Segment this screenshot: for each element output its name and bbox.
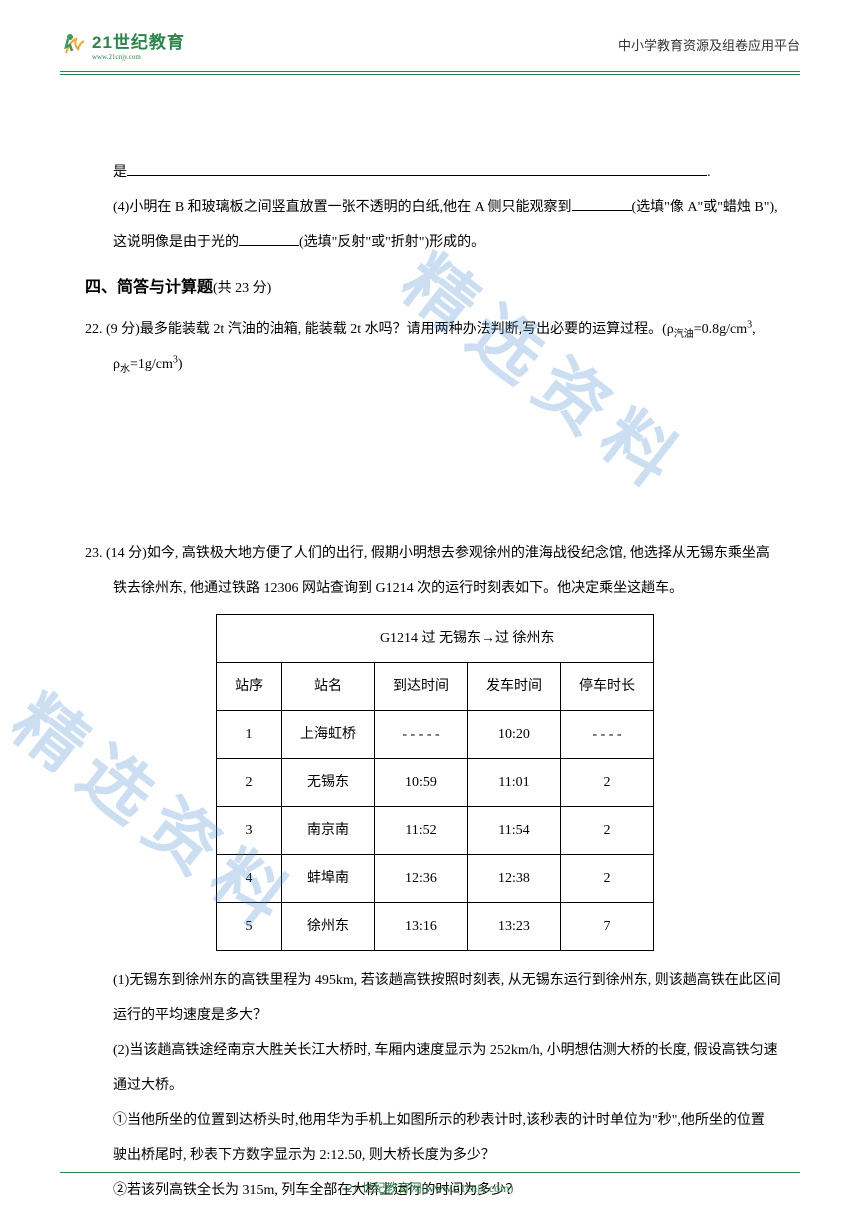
col-1: 站名	[282, 663, 375, 711]
q23-part1b: 运行的平均速度是多大？	[85, 998, 785, 1033]
q22-pts: (9 分)	[106, 322, 140, 337]
cell: 10:20	[468, 711, 561, 759]
footer-divider	[60, 1172, 800, 1173]
line-q4a: (4)小明在 B 和玻璃板之间竖直放置一张不透明的白纸,他在 A 侧只能观察到 (…	[85, 190, 785, 225]
q23-part2-1: ①当他所坐的位置到达桥头时,他用华为手机上如图所示的秒表计时,该秒表的计时单位为…	[85, 1103, 785, 1138]
timetable: G1214 过 无锡东→过 徐州东 站序 站名 到达时间 发车时间 停车时长 1…	[216, 614, 654, 951]
cell: 无锡东	[282, 759, 375, 807]
table-title-row: G1214 过 无锡东→过 徐州东	[217, 615, 654, 663]
blank-long-1	[127, 162, 707, 176]
blank-med-1	[572, 197, 632, 211]
q23-part2-text: (2)当该趟高铁途经南京大胜关长江大桥时, 车厢内速度显示为 252km/h, …	[113, 1043, 778, 1058]
col-4: 停车时长	[561, 663, 654, 711]
q23-part1-text: (1)无锡东到徐州东的高铁里程为 495km, 若该趟高铁按照时刻表, 从无锡东…	[113, 973, 781, 988]
q23-text1: 如今, 高铁极大地方便了人们的出行, 假期小明想去参观徐州的淮海战役纪念馆, 他…	[147, 546, 770, 561]
cell: 4	[217, 855, 282, 903]
logo: 21世纪教育 www.21cnjy.com	[60, 28, 185, 61]
logo-main-text: 21世纪教育	[92, 28, 185, 53]
cell: 2	[561, 855, 654, 903]
cell: 12:38	[468, 855, 561, 903]
cell: 南京南	[282, 807, 375, 855]
q22-rho-gas-val: =0.8g/cm	[694, 322, 747, 337]
p3-text: 这说明像是由于光的	[113, 235, 239, 250]
header-right-text: 中小学教育资源及组卷应用平台	[618, 35, 800, 54]
q22-rho-water-val: =1g/cm	[130, 357, 173, 372]
footer-text: 21 世纪教育网(www.21cnjy.com)	[0, 1179, 860, 1196]
q22-rho-water: ρ	[113, 357, 120, 372]
question-22: 22. (9 分)最多能装载 2t 汽油的油箱, 能装载 2t 水吗？请用两种办…	[85, 312, 785, 347]
page-footer: 21 世纪教育网(www.21cnjy.com)	[0, 1172, 860, 1196]
question-22-line2: ρ水=1g/cm3)	[85, 347, 785, 382]
cell: - - - -	[561, 711, 654, 759]
section-4-heading: 四、简答与计算题(共 23 分)	[85, 268, 785, 308]
p1-prefix: 是	[113, 165, 127, 180]
page-header: 21世纪教育 www.21cnjy.com 中小学教育资源及组卷应用平台	[0, 0, 860, 71]
cell: 2	[561, 807, 654, 855]
cell: 1	[217, 711, 282, 759]
line-q4b: 这说明像是由于光的 (选填"反射"或"折射")形成的。	[85, 225, 785, 260]
cell: 2	[217, 759, 282, 807]
p2-text: (4)小明在 B 和玻璃板之间竖直放置一张不透明的白纸,他在 A 侧只能观察到	[113, 200, 572, 215]
col-0: 站序	[217, 663, 282, 711]
q23-text2: 铁去徐州东, 他通过铁路 12306 网站查询到 G1214 次的运行时刻表如下…	[113, 581, 683, 596]
question-23: 23. (14 分)如今, 高铁极大地方便了人们的出行, 假期小明想去参观徐州的…	[85, 536, 785, 571]
q23-part2b-text: 通过大桥。	[113, 1078, 183, 1093]
table-title-cell: G1214 过 无锡东→过 徐州东	[282, 615, 654, 663]
header-divider-1	[60, 71, 800, 72]
cell: 13:23	[468, 903, 561, 951]
timetable-wrap: G1214 过 无锡东→过 徐州东 站序 站名 到达时间 发车时间 停车时长 1…	[85, 614, 785, 951]
section-title: 四、简答与计算题	[85, 279, 213, 296]
section-points: (共 23 分)	[213, 281, 271, 296]
q23-part2-1b: 驶出桥尾时, 秒表下方数字显示为 2:12.50, 则大桥长度为多少？	[85, 1138, 785, 1173]
line-shi: 是.	[85, 155, 785, 190]
table-row: 1 上海虹桥 - - - - - 10:20 - - - -	[217, 711, 654, 759]
q23-num: 23.	[85, 546, 103, 561]
table-row: 3 南京南 11:52 11:54 2	[217, 807, 654, 855]
cell: 2	[561, 759, 654, 807]
question-23-line2: 铁去徐州东, 他通过铁路 12306 网站查询到 G1214 次的运行时刻表如下…	[85, 571, 785, 606]
cell: 5	[217, 903, 282, 951]
q23-part2b: 通过大桥。	[85, 1068, 785, 1103]
cell: 蚌埠南	[282, 855, 375, 903]
table-title-empty	[217, 615, 282, 663]
table-row: 2 无锡东 10:59 11:01 2	[217, 759, 654, 807]
q23-pts: (14 分)	[106, 546, 147, 561]
logo-text: 21世纪教育 www.21cnjy.com	[92, 28, 185, 61]
p2-hint: (选填"像 A"或"蜡烛 B"),	[632, 200, 778, 215]
col-2: 到达时间	[375, 663, 468, 711]
q23-part2: (2)当该趟高铁途经南京大胜关长江大桥时, 车厢内速度显示为 252km/h, …	[85, 1033, 785, 1068]
logo-sub-text: www.21cnjy.com	[92, 53, 185, 61]
cell: 11:01	[468, 759, 561, 807]
table-header-row: 站序 站名 到达时间 发车时间 停车时长	[217, 663, 654, 711]
table-row: 5 徐州东 13:16 13:23 7	[217, 903, 654, 951]
p1-suffix: .	[707, 165, 711, 180]
blank-short-1	[239, 232, 299, 246]
q22-rho-gas-sub: 汽油	[674, 329, 694, 340]
cell: - - - - -	[375, 711, 468, 759]
q22-num: 22.	[85, 322, 103, 337]
col-3: 发车时间	[468, 663, 561, 711]
cell: 7	[561, 903, 654, 951]
cell: 13:16	[375, 903, 468, 951]
q22-rho-water-sub: 水	[120, 364, 130, 375]
q22-close: )	[178, 357, 183, 372]
cell: 10:59	[375, 759, 468, 807]
cell: 3	[217, 807, 282, 855]
cell: 11:54	[468, 807, 561, 855]
cell: 上海虹桥	[282, 711, 375, 759]
q23-part1b-text: 运行的平均速度是多大？	[113, 1008, 267, 1023]
table-row: 4 蚌埠南 12:36 12:38 2	[217, 855, 654, 903]
spacer-1	[85, 382, 785, 532]
cell: 11:52	[375, 807, 468, 855]
cell: 徐州东	[282, 903, 375, 951]
q23-part1: (1)无锡东到徐州东的高铁里程为 495km, 若该趟高铁按照时刻表, 从无锡东…	[85, 963, 785, 998]
p3-hint: (选填"反射"或"折射")形成的。	[299, 235, 485, 250]
cell: 12:36	[375, 855, 468, 903]
q23-part2-1b-text: 驶出桥尾时, 秒表下方数字显示为 2:12.50, 则大桥长度为多少？	[113, 1148, 495, 1163]
content-area: 是. (4)小明在 B 和玻璃板之间竖直放置一张不透明的白纸,他在 A 侧只能观…	[0, 75, 860, 1208]
q22-comma: ,	[752, 322, 756, 337]
q22-text: 最多能装载 2t 汽油的油箱, 能装载 2t 水吗？请用两种办法判断,写出必要的…	[140, 322, 674, 337]
logo-icon	[60, 31, 88, 59]
q23-part2-1-text: ①当他所坐的位置到达桥头时,他用华为手机上如图所示的秒表计时,该秒表的计时单位为…	[113, 1113, 765, 1128]
